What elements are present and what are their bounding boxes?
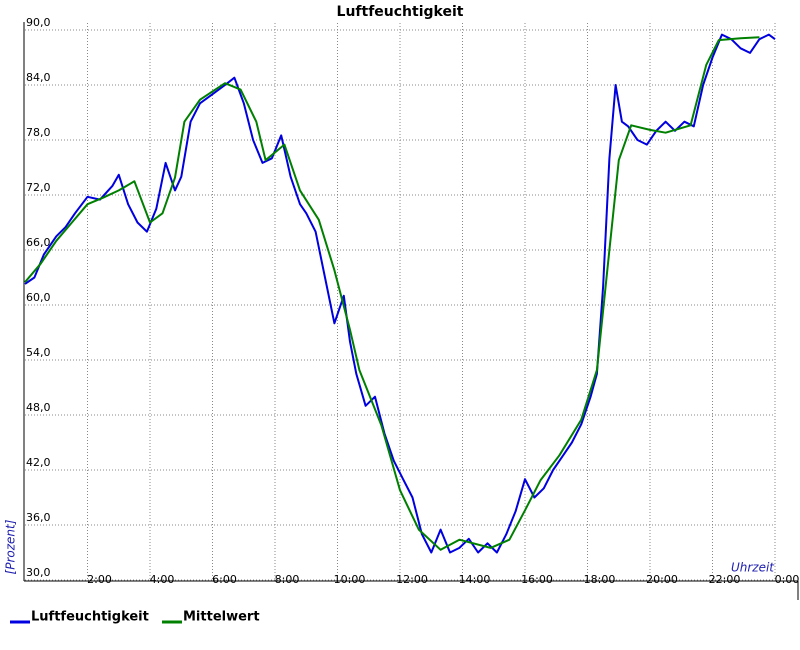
- y-tick-label: 60,0: [26, 291, 51, 304]
- x-tick-label: 6:00: [212, 573, 237, 586]
- x-tick-label: 12:00: [396, 573, 428, 586]
- y-tick-label: 84,0: [26, 71, 51, 84]
- x-tick-label: 0:00: [775, 573, 800, 586]
- data-line: [24, 36, 760, 551]
- x-tick-label: 18:00: [584, 573, 616, 586]
- x-tick-label: 2:00: [87, 573, 112, 586]
- x-tick-label: 22:00: [709, 573, 741, 586]
- x-axis-label: Uhrzeit: [731, 561, 775, 575]
- x-tick-label: 10:00: [334, 573, 366, 586]
- legend-label: Luftfeuchtigkeit: [31, 610, 149, 625]
- x-tick-label: 4:00: [150, 573, 175, 586]
- data-line: [24, 33, 776, 554]
- x-tick-label: 14:00: [459, 573, 491, 586]
- y-tick-label: 42,0: [26, 456, 51, 469]
- chart-title: Luftfeuchtigkeit: [337, 4, 464, 20]
- y-tick-label: 66,0: [26, 236, 51, 249]
- y-tick-label: 78,0: [26, 126, 51, 139]
- y-tick-label: 36,0: [26, 511, 51, 524]
- legend-label: Mittelwert: [183, 610, 260, 625]
- y-tick-label: 90,0: [26, 16, 51, 29]
- x-tick-label: 16:00: [521, 573, 553, 586]
- x-tick-label: 8:00: [275, 573, 300, 586]
- y-tick-label: 48,0: [26, 401, 51, 414]
- y-tick-label: 30,0: [26, 566, 51, 579]
- x-tick-label: 20:00: [646, 573, 678, 586]
- y-axis-label: [Prozent]: [4, 519, 18, 574]
- y-tick-label: 54,0: [26, 346, 51, 359]
- y-tick-label: 72,0: [26, 181, 51, 194]
